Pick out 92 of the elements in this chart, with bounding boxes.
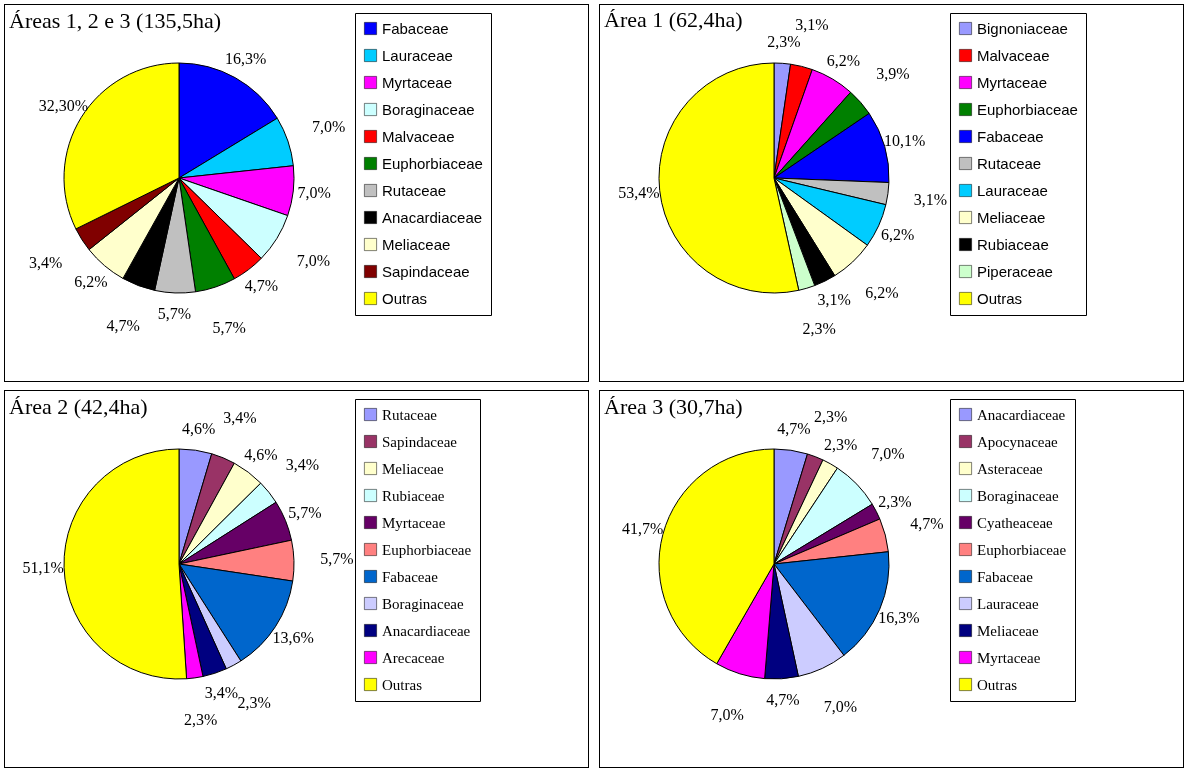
legend-label: Malvaceae xyxy=(977,46,1050,64)
legend-label: Rutaceae xyxy=(977,154,1042,172)
data-label: 7,0% xyxy=(871,445,905,463)
data-label: 5,7% xyxy=(212,318,246,336)
legend-label: Myrtaceae xyxy=(977,73,1048,91)
data-label: 6,2% xyxy=(826,51,860,69)
legend-label: Rubiaceae xyxy=(382,487,445,504)
data-label: 2,3% xyxy=(823,436,858,454)
legend-label: Malvaceae xyxy=(382,127,455,145)
legend-label: Myrtaceae xyxy=(382,514,446,531)
legend-label: Lauraceae xyxy=(977,181,1048,199)
legend-label: Sapindaceae xyxy=(382,262,470,280)
legend-label: Euphorbiaceae xyxy=(977,100,1078,118)
chart-title: Área 1 (62,4ha) xyxy=(604,7,743,33)
data-label: 4,7% xyxy=(910,515,944,533)
legend-label: Fabaceae xyxy=(977,568,1034,585)
legend-label: Boraginaceae xyxy=(977,487,1059,504)
legend-label: Asteraceae xyxy=(977,460,1044,477)
data-label: 5,7% xyxy=(288,503,322,521)
data-label: 7,0% xyxy=(297,184,331,202)
legend-label: Rutaceae xyxy=(382,406,438,423)
data-label: 3,4% xyxy=(285,456,320,474)
legend-label: Cyatheaceae xyxy=(977,514,1054,531)
data-label: 2,3% xyxy=(814,407,848,425)
legend-label: Euphorbiaceae xyxy=(382,154,483,172)
data-label: 2,3% xyxy=(878,492,912,510)
data-label: 3,1% xyxy=(913,190,948,208)
data-label: 6,2% xyxy=(881,225,915,243)
data-label: 3,9% xyxy=(876,64,910,82)
data-label: 7,0% xyxy=(296,251,331,269)
data-label: 4,6% xyxy=(244,446,278,464)
data-label: 6,2% xyxy=(74,272,108,290)
legend-label: Fabaceae xyxy=(977,127,1044,145)
legend-label: Fabaceae xyxy=(382,19,449,37)
legend-label: Rubiaceae xyxy=(977,235,1049,253)
legend-label: Meliaceae xyxy=(382,460,444,477)
legend-label: Sapindaceae xyxy=(382,433,458,450)
legend-label: Anacardiaceae xyxy=(382,622,471,639)
data-label: 16,3% xyxy=(224,50,267,68)
legend-label: Myrtaceae xyxy=(977,649,1041,666)
legend-label: Anacardiaceae xyxy=(382,208,483,226)
data-label: 16,3% xyxy=(878,608,920,626)
chart-title: Áreas 1, 2 e 3 (135,5ha) xyxy=(9,7,221,33)
data-label: 5,7% xyxy=(320,550,354,568)
legend-label: Outras xyxy=(382,289,428,307)
data-label: 7,0% xyxy=(823,698,858,716)
legend-label: Lauraceae xyxy=(382,46,453,64)
legend-label: Outras xyxy=(382,676,423,693)
legend-label: Apocynaceae xyxy=(977,433,1059,450)
data-label: 3,1% xyxy=(795,15,829,33)
legend-label: Piperaceae xyxy=(977,262,1053,280)
legend-label: Meliaceae xyxy=(382,235,451,253)
legend-label: Myrtaceae xyxy=(382,73,453,91)
data-label: 41,7% xyxy=(621,519,664,537)
data-label: 3,4% xyxy=(223,409,257,427)
data-label: 53,4% xyxy=(618,183,660,201)
chart-title: Área 3 (30,7ha) xyxy=(604,393,743,419)
data-label: 4,7% xyxy=(777,420,811,438)
legend-label: Meliaceae xyxy=(977,622,1039,639)
legend-label: Meliaceae xyxy=(977,208,1046,226)
data-label: 3,1% xyxy=(817,290,851,308)
legend-label: Euphorbiaceae xyxy=(382,541,472,558)
legend-label: Outras xyxy=(977,289,1023,307)
data-label: 2,3% xyxy=(184,711,218,729)
data-label: 2,3% xyxy=(767,33,801,51)
data-label: 4,7% xyxy=(244,277,278,295)
legend-label: Boraginaceae xyxy=(382,100,475,118)
chart-title: Área 2 (42,4ha) xyxy=(9,393,148,419)
data-label: 32,30% xyxy=(38,97,89,115)
legend-label: Outras xyxy=(977,676,1018,693)
legend-label: Rutaceae xyxy=(382,181,447,199)
data-label: 4,7% xyxy=(106,316,140,334)
legend-label: Bignoniaceae xyxy=(977,19,1068,37)
data-label: 6,2% xyxy=(865,284,899,302)
data-label: 4,7% xyxy=(766,690,800,708)
data-label: 13,6% xyxy=(272,629,314,647)
legend-label: Lauraceae xyxy=(977,595,1039,612)
legend-label: Boraginaceae xyxy=(382,595,464,612)
data-label: 3,4% xyxy=(204,684,239,702)
data-label: 3,4% xyxy=(28,253,63,271)
data-label: 2,3% xyxy=(802,320,836,338)
legend-label: Anacardiaceae xyxy=(977,406,1066,423)
data-label: 5,7% xyxy=(157,304,191,322)
legend-label: Euphorbiaceae xyxy=(977,541,1067,558)
data-label: 51,1% xyxy=(22,559,64,577)
data-label: 10,1% xyxy=(884,131,926,149)
legend-label: Fabaceae xyxy=(382,568,439,585)
data-label: 7,0% xyxy=(710,705,744,723)
legend-label: Arecaceae xyxy=(382,649,445,666)
data-label: 7,0% xyxy=(311,118,346,136)
data-label: 4,6% xyxy=(181,420,216,438)
data-label: 2,3% xyxy=(237,693,271,711)
